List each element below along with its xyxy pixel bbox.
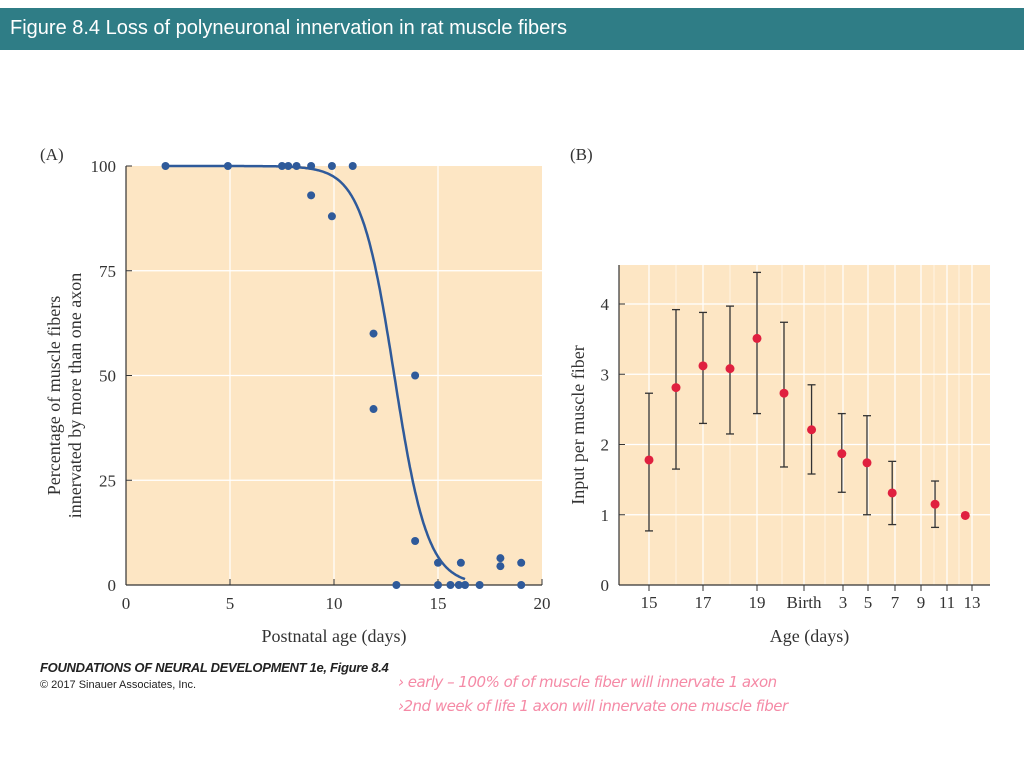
x-axis-label-a: Postnatal age (days) [262,626,407,647]
figure-title: Figure 8.4 Loss of polyneuronal innervat… [10,17,567,39]
tick-label-b-y: 0 [601,576,610,595]
data-point-a [369,329,378,338]
tick-label-b-x: 7 [891,593,900,612]
tick-label-b-x: 11 [939,593,955,612]
data-point-a [434,558,442,567]
data-point-a [446,581,455,589]
y-axis-label-b: Input per muscle fiber [568,345,588,504]
data-point-b [887,488,897,498]
data-point-a [517,558,526,567]
data-point-a [411,371,420,380]
credit-book: FOUNDATIONS OF NEURAL DEVELOPMENT 1e, Fi… [40,660,389,675]
data-point-b [644,455,654,465]
data-point-a [517,581,526,589]
tick-label-a-y: 25 [99,471,116,490]
tick-label-a-x: 20 [534,594,551,613]
tick-label-a-x: 0 [122,594,131,613]
data-point-b [698,361,708,371]
credit-copyright: © 2017 Sinauer Associates, Inc. [40,679,197,691]
handwritten-note-2: ›2nd week of life 1 axon will innervate … [398,697,788,715]
data-point-b [752,333,762,343]
data-point-a [278,162,286,170]
data-point-a [307,191,316,200]
data-point-b [862,458,872,468]
tick-label-b-x: 19 [749,593,766,612]
tick-label-a-y: 50 [99,367,116,386]
tick-label-b-x: 9 [917,593,926,612]
tick-label-b-y: 1 [601,506,610,525]
tick-label-a-x: 15 [430,594,447,613]
data-point-a [307,162,316,170]
tick-label-a-y: 75 [99,262,116,281]
data-point-b [725,364,735,374]
panel-label-a: (A) [40,145,64,164]
data-point-a [475,581,484,589]
data-point-b [960,510,970,520]
tick-label-b-y: 2 [601,436,610,455]
data-point-a [348,162,357,170]
tick-label-b-x: Birth [787,593,822,612]
data-point-a [161,162,170,170]
tick-label-a-y: 0 [108,576,117,595]
handwritten-note-1: › early – 100% of of muscle fiber will i… [398,673,777,691]
data-point-a [327,212,336,221]
tick-label-b-x: 17 [695,593,713,612]
data-point-a [369,405,378,414]
y-axis-label-a-line1: Percentage of muscle fibers [44,296,64,495]
data-point-a [496,562,505,571]
data-point-a [292,162,301,170]
x-axis-label-b: Age (days) [770,626,849,647]
data-point-a [496,554,505,563]
tick-label-a-x: 5 [226,594,235,613]
data-point-b [837,449,847,459]
data-point-a [454,581,463,589]
data-point-a [223,162,232,170]
data-point-a [461,581,470,589]
data-point-b [671,383,681,393]
data-point-b [779,388,789,398]
tick-label-a-x: 10 [326,594,343,613]
tick-label-b-y: 4 [601,295,610,314]
panel-label-b: (B) [570,145,593,164]
tick-label-a-y: 100 [91,157,117,176]
data-point-a [327,162,336,170]
tick-label-b-x: 5 [864,593,873,612]
y-axis-label-a-line2: innervated by more than one axon [65,273,85,518]
tick-label-b-x: 15 [641,593,658,612]
tick-label-b-x: 3 [839,593,848,612]
data-point-a [456,558,465,567]
fit-curve-a [165,164,466,581]
figure-header: Figure 8.4 Loss of polyneuronal innervat… [0,8,1024,50]
data-point-b [807,425,817,435]
tick-label-b-y: 3 [601,365,610,384]
data-point-a [411,537,420,546]
tick-label-b-x: 13 [964,593,981,612]
data-point-a [284,162,293,170]
data-point-b [930,499,940,509]
data-point-a [434,581,442,589]
data-point-a [392,581,401,589]
